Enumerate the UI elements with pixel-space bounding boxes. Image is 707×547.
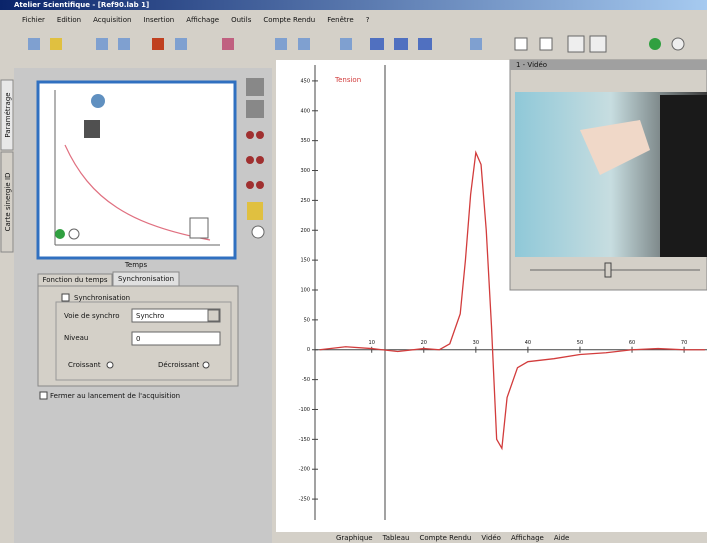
- menu-item[interactable]: Compte Rendu: [263, 16, 315, 24]
- y-tick-label: 150: [300, 258, 310, 264]
- toolbar: [0, 28, 707, 60]
- bottom-tab[interactable]: Compte Rendu: [419, 534, 471, 542]
- axis-label: Temps: [124, 261, 148, 269]
- side-tab[interactable]: Carte sinergie ID: [4, 173, 12, 232]
- menu-item[interactable]: Insertion: [143, 16, 174, 24]
- y-tick-label: -250: [299, 497, 310, 503]
- y-tick-label: 250: [300, 198, 310, 204]
- y-tick-label: 350: [300, 138, 310, 144]
- bottom-tab[interactable]: Vidéo: [481, 534, 501, 542]
- menu-item[interactable]: Affichage: [186, 16, 219, 24]
- bottom-tab[interactable]: Tableau: [382, 534, 410, 542]
- x-tick-label: 60: [629, 340, 635, 346]
- x-tick-label: 20: [421, 340, 427, 346]
- x-tick-label: 10: [369, 340, 375, 346]
- x-tick-label: 40: [525, 340, 531, 346]
- y-tick-label: -150: [299, 437, 310, 443]
- y-tick-label: 200: [300, 228, 310, 234]
- menu-item[interactable]: ?: [366, 16, 370, 24]
- checkbox-label[interactable]: Synchronisation: [74, 294, 130, 302]
- menu-item[interactable]: Fichier: [22, 16, 45, 24]
- video-window: 1 - Vidéo: [510, 60, 707, 290]
- y-axis-label: Tension: [334, 76, 361, 84]
- app-window: Atelier Scientifique - [Ref90.lab 1] Fic…: [0, 0, 707, 543]
- input-value[interactable]: 0: [136, 335, 140, 343]
- tab[interactable]: Synchronisation: [118, 275, 174, 283]
- checkbox-label[interactable]: Fermer au lancement de l'acquisition: [50, 392, 180, 400]
- y-tick-label: 100: [300, 288, 310, 294]
- x-tick-label: 50: [577, 340, 583, 346]
- y-tick-label: -200: [299, 467, 310, 473]
- menu-item[interactable]: Acquisition: [93, 16, 131, 24]
- menu-item[interactable]: Edition: [57, 16, 81, 24]
- menu-item[interactable]: Fenêtre: [327, 16, 353, 24]
- field-label: Niveau: [64, 334, 88, 342]
- y-tick-label: 450: [300, 78, 310, 84]
- field-label: Voie de synchro: [64, 312, 120, 320]
- y-tick-label: 0: [307, 347, 310, 353]
- side-panel: Paramétrage Carte sinergie ID Temps Fonc…: [0, 68, 272, 543]
- bottom-tab[interactable]: Aide: [554, 534, 569, 542]
- dropdown-value[interactable]: Synchro: [136, 312, 164, 320]
- bottom-tab[interactable]: Affichage: [511, 534, 544, 542]
- tab[interactable]: Fonction du temps: [42, 276, 107, 284]
- side-tab[interactable]: Paramétrage: [4, 92, 12, 137]
- y-tick-label: -100: [299, 407, 310, 413]
- y-tick-label: 300: [300, 168, 310, 174]
- window-title: Atelier Scientifique - [Ref90.lab 1]: [14, 1, 149, 9]
- radio-label[interactable]: Croissant: [68, 361, 101, 369]
- bottom-tab[interactable]: Graphique: [336, 534, 373, 542]
- y-tick-label: 50: [304, 317, 310, 323]
- x-tick-label: 30: [473, 340, 479, 346]
- video-slider[interactable]: [605, 263, 611, 277]
- radio-label[interactable]: Décroissant: [158, 361, 200, 369]
- x-tick-label: 70: [681, 340, 687, 346]
- y-tick-label: 400: [300, 108, 310, 114]
- bottom-tabs: Graphique Tableau Compte Rendu Vidéo Afficha…: [336, 534, 569, 542]
- menu-item[interactable]: Outils: [231, 16, 252, 24]
- video-title: 1 - Vidéo: [516, 61, 547, 69]
- y-tick-label: -50: [302, 377, 310, 383]
